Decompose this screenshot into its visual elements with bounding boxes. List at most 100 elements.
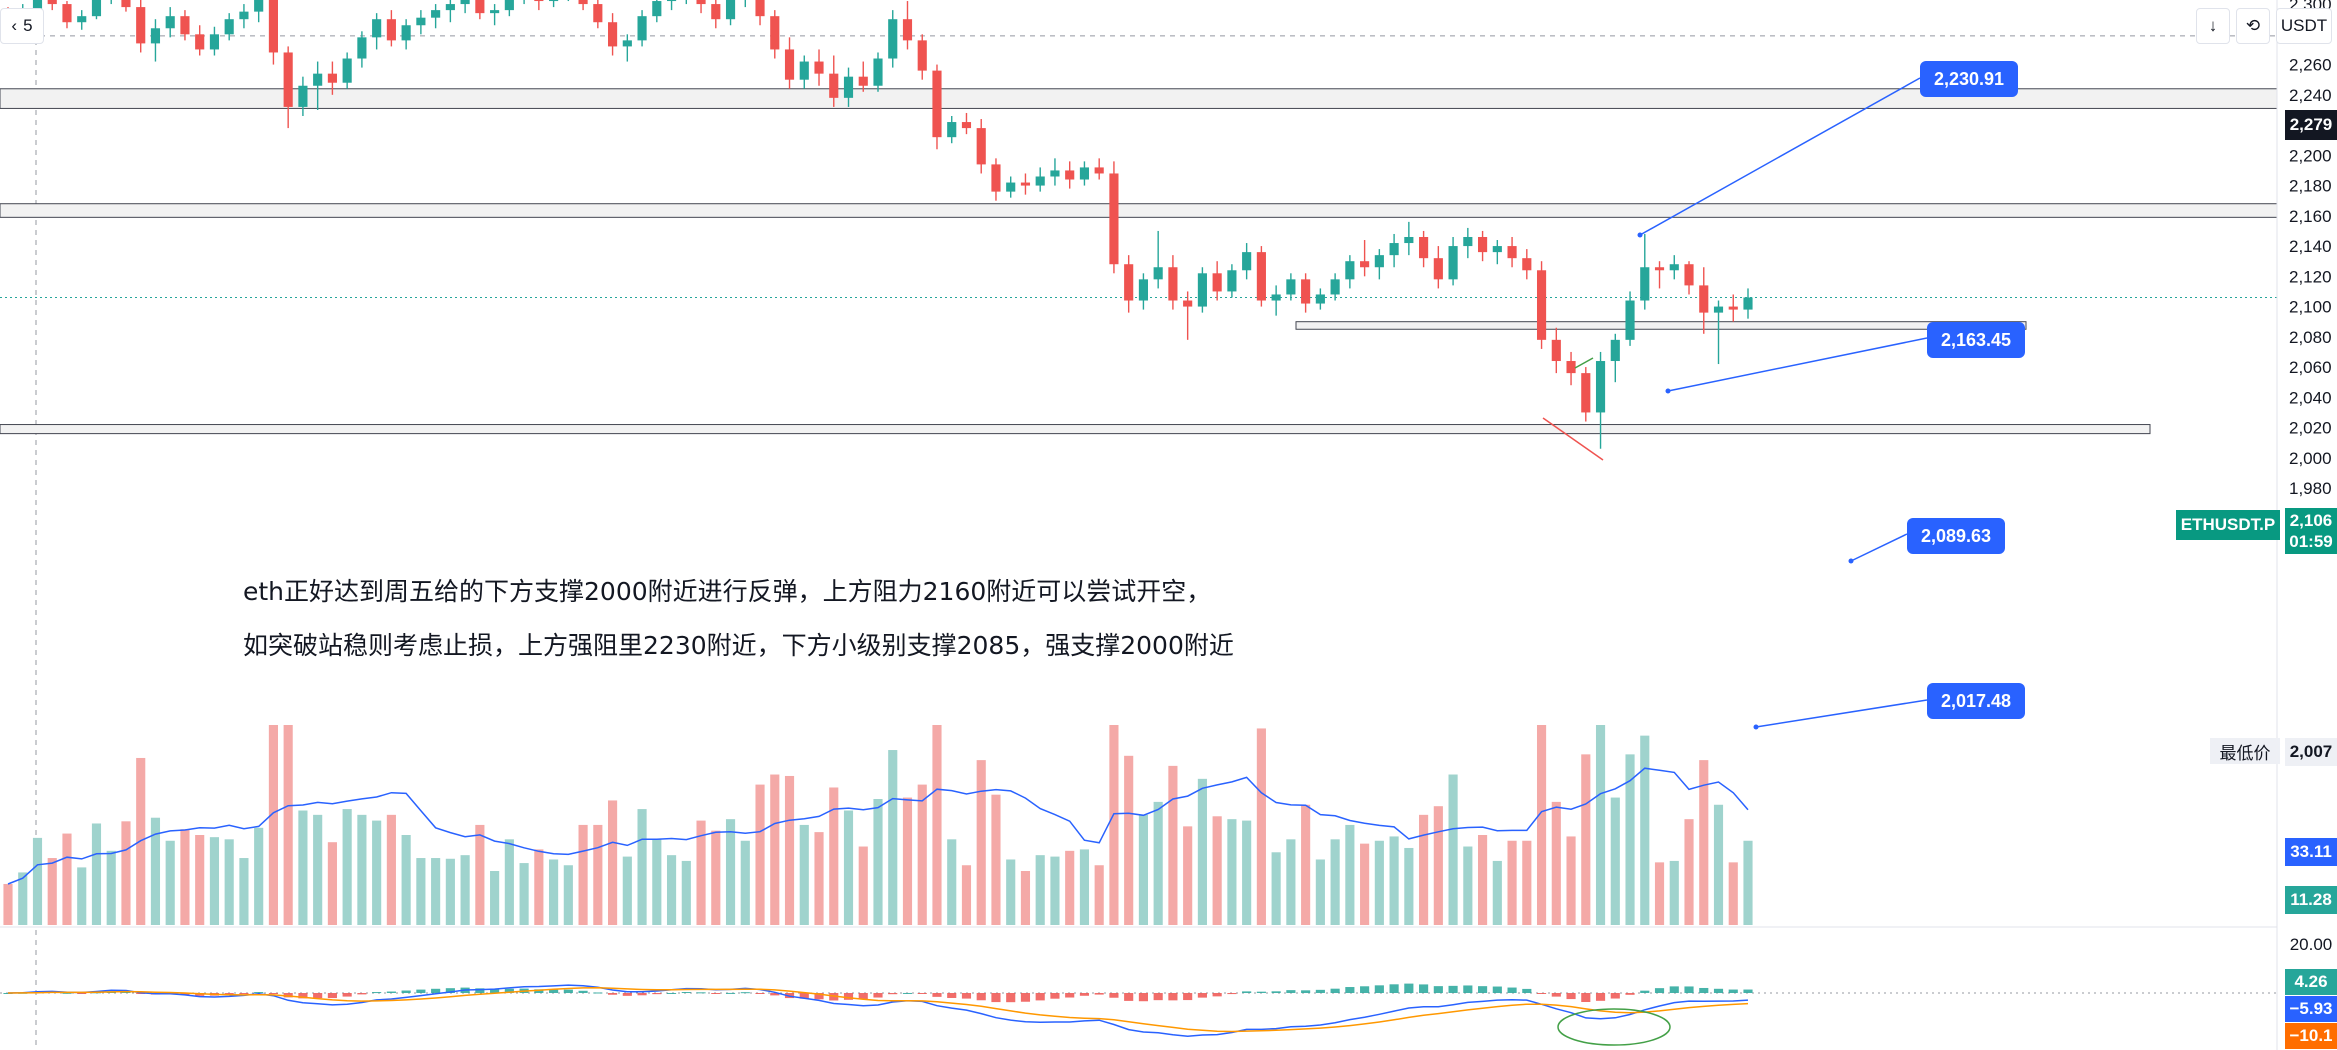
candle-body bbox=[342, 58, 352, 83]
candle-body bbox=[1079, 167, 1090, 180]
volume-bar bbox=[917, 784, 927, 925]
volume-bar bbox=[372, 820, 382, 925]
callout-anchor-0 bbox=[1637, 232, 1643, 238]
macd-hist-bar bbox=[504, 988, 514, 993]
volume-bar bbox=[1094, 865, 1104, 925]
volume-bar bbox=[180, 829, 190, 925]
macd-hist-bar bbox=[770, 993, 780, 996]
volume-bar bbox=[445, 858, 455, 925]
macd-hist-bar bbox=[490, 988, 500, 993]
macd-hist-bar bbox=[608, 993, 618, 995]
candle-body bbox=[858, 76, 868, 86]
candle-body bbox=[1301, 279, 1311, 304]
macd-hist-bar bbox=[1374, 985, 1384, 993]
currency-button[interactable]: USDT bbox=[2276, 8, 2332, 44]
macd-hist-bar bbox=[1728, 989, 1738, 993]
countdown: 01:59 bbox=[2289, 532, 2333, 551]
candle-body bbox=[873, 58, 883, 86]
candle-body bbox=[1492, 246, 1502, 253]
volume-bar bbox=[1610, 797, 1620, 925]
candle-body bbox=[1360, 261, 1370, 268]
macd-hist-bar bbox=[755, 993, 765, 994]
callout-anchor-3 bbox=[1753, 724, 1759, 730]
candle-body bbox=[696, 0, 706, 5]
annotation-line-1: eth正好达到周五给的下方支撑2000附近进行反弹，上方阻力2160附近可以尝试… bbox=[243, 577, 1212, 606]
macd-hist-bar bbox=[666, 992, 677, 994]
callout-2089[interactable]: 2,089.63 bbox=[1907, 518, 2005, 554]
volume-bar bbox=[1374, 840, 1384, 925]
macd-hist-bar bbox=[947, 993, 957, 998]
macd-hist-bar bbox=[563, 989, 573, 993]
price-tick: 2,240 bbox=[2289, 86, 2332, 105]
candle-body bbox=[725, 0, 736, 20]
price-tick: 2,020 bbox=[2289, 419, 2332, 438]
candle-body bbox=[666, 0, 677, 2]
macd-hist-bar bbox=[799, 993, 809, 999]
macd-hist-bar bbox=[1610, 993, 1620, 999]
reset-view-button[interactable]: ⟲ bbox=[2236, 8, 2270, 44]
volume-bar bbox=[534, 849, 544, 925]
trend-line bbox=[1542, 417, 1604, 461]
macd-hist-bar bbox=[1153, 993, 1163, 1001]
candle-body bbox=[239, 11, 249, 20]
macd-hist-bar bbox=[873, 993, 883, 998]
volume-bar bbox=[1124, 755, 1134, 925]
macd-hist-bar bbox=[549, 989, 559, 993]
macd-hist-bar bbox=[121, 991, 131, 993]
volume-bar bbox=[696, 820, 706, 925]
volume-bar bbox=[32, 837, 43, 925]
volume-bar bbox=[725, 819, 736, 925]
candle-body bbox=[1581, 373, 1591, 413]
volume-bar bbox=[1419, 814, 1429, 925]
candle-body bbox=[372, 19, 382, 38]
volume-bar bbox=[784, 775, 795, 925]
macd-hist-bar bbox=[1197, 993, 1207, 998]
volume-bar bbox=[1109, 725, 1119, 925]
volume-bar bbox=[1536, 725, 1547, 925]
macd-hist-bar bbox=[1448, 985, 1458, 993]
callout-anchor-2 bbox=[1848, 558, 1854, 564]
volume-bar bbox=[342, 809, 352, 925]
macd-hist-bar bbox=[1227, 993, 1237, 995]
price-tick: 2,140 bbox=[2289, 237, 2332, 256]
candle-body bbox=[1389, 243, 1399, 256]
volume-bar bbox=[1315, 859, 1325, 925]
volume-bar bbox=[829, 787, 839, 925]
candle-body bbox=[195, 34, 205, 50]
candle-body bbox=[1374, 255, 1384, 268]
callout-2230[interactable]: 2,230.91 bbox=[1920, 61, 2018, 97]
volume-bar bbox=[1507, 840, 1517, 925]
callout-2017[interactable]: 2,017.48 bbox=[1927, 683, 2025, 719]
macd-hist-bar bbox=[1124, 993, 1134, 1001]
interval-selector[interactable]: ‹ 5 bbox=[0, 8, 44, 44]
candle-body bbox=[755, 0, 765, 17]
volume-bar bbox=[858, 846, 868, 925]
candle-body bbox=[1020, 182, 1031, 186]
volume-bar bbox=[1138, 814, 1148, 925]
last-price-tag: 2,106 01:59 bbox=[2285, 508, 2337, 554]
macd-signal-tag: −10.1 bbox=[2285, 1023, 2337, 1049]
price-tick: 2,080 bbox=[2289, 328, 2332, 347]
currency-label: USDT bbox=[2280, 16, 2328, 35]
volume-bar bbox=[1433, 806, 1443, 925]
scroll-down-button[interactable]: ↓ bbox=[2196, 8, 2230, 44]
volume-bar bbox=[239, 858, 249, 925]
price-tick: 2,200 bbox=[2289, 146, 2332, 165]
callout-2163[interactable]: 2,163.45 bbox=[1927, 322, 2025, 358]
macd-hist-bar bbox=[652, 993, 662, 995]
candle-body bbox=[1610, 339, 1620, 362]
candle-body bbox=[401, 25, 411, 41]
macd-hist-bar bbox=[1669, 986, 1679, 993]
volume-bar bbox=[1168, 765, 1178, 925]
candle-body bbox=[1551, 339, 1561, 362]
volume-bar bbox=[637, 809, 647, 925]
candle-body bbox=[1595, 361, 1606, 413]
macd-axis-top: 20.00 bbox=[2285, 932, 2337, 958]
macd-hist-bar bbox=[1478, 986, 1488, 993]
volume-bar bbox=[799, 824, 809, 925]
candle-body bbox=[1640, 267, 1650, 301]
macd-hist-bar bbox=[976, 993, 986, 1001]
candle-body bbox=[917, 40, 927, 71]
candle-body bbox=[947, 122, 957, 138]
volume-bar bbox=[1404, 847, 1414, 925]
